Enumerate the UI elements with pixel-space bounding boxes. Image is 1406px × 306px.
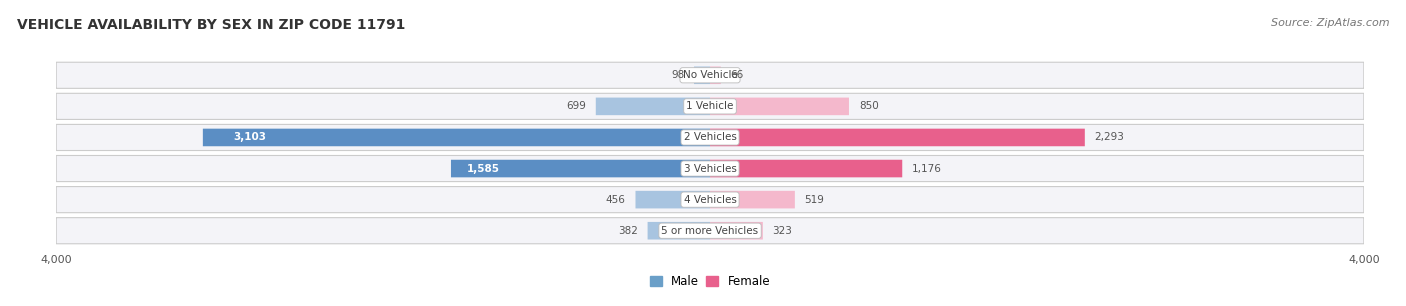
Text: VEHICLE AVAILABILITY BY SEX IN ZIP CODE 11791: VEHICLE AVAILABILITY BY SEX IN ZIP CODE … — [17, 18, 405, 32]
Text: 519: 519 — [804, 195, 824, 205]
Text: 456: 456 — [606, 195, 626, 205]
FancyBboxPatch shape — [695, 66, 710, 84]
FancyBboxPatch shape — [710, 160, 903, 177]
Text: 382: 382 — [617, 226, 638, 236]
FancyBboxPatch shape — [56, 62, 1364, 88]
FancyBboxPatch shape — [710, 98, 849, 115]
FancyBboxPatch shape — [710, 129, 1085, 146]
FancyBboxPatch shape — [56, 218, 1364, 244]
Legend: Male, Female: Male, Female — [650, 275, 770, 288]
Text: 1 Vehicle: 1 Vehicle — [686, 101, 734, 111]
Text: 1,585: 1,585 — [467, 163, 499, 174]
Text: 2,293: 2,293 — [1095, 132, 1125, 143]
FancyBboxPatch shape — [56, 155, 1364, 181]
Text: Source: ZipAtlas.com: Source: ZipAtlas.com — [1271, 18, 1389, 28]
Text: 5 or more Vehicles: 5 or more Vehicles — [661, 226, 759, 236]
Text: 2 Vehicles: 2 Vehicles — [683, 132, 737, 143]
FancyBboxPatch shape — [56, 187, 1364, 213]
Text: 66: 66 — [731, 70, 744, 80]
Text: 3 Vehicles: 3 Vehicles — [683, 163, 737, 174]
FancyBboxPatch shape — [710, 222, 763, 240]
FancyBboxPatch shape — [56, 93, 1364, 119]
FancyBboxPatch shape — [202, 129, 710, 146]
FancyBboxPatch shape — [56, 125, 1364, 151]
FancyBboxPatch shape — [596, 98, 710, 115]
FancyBboxPatch shape — [636, 191, 710, 208]
FancyBboxPatch shape — [710, 66, 721, 84]
FancyBboxPatch shape — [451, 160, 710, 177]
Text: 3,103: 3,103 — [233, 132, 266, 143]
Text: 699: 699 — [567, 101, 586, 111]
Text: No Vehicle: No Vehicle — [682, 70, 738, 80]
Text: 4 Vehicles: 4 Vehicles — [683, 195, 737, 205]
FancyBboxPatch shape — [710, 191, 794, 208]
Text: 850: 850 — [859, 101, 879, 111]
Text: 1,176: 1,176 — [912, 163, 942, 174]
Text: 323: 323 — [773, 226, 793, 236]
Text: 98: 98 — [671, 70, 685, 80]
FancyBboxPatch shape — [648, 222, 710, 240]
